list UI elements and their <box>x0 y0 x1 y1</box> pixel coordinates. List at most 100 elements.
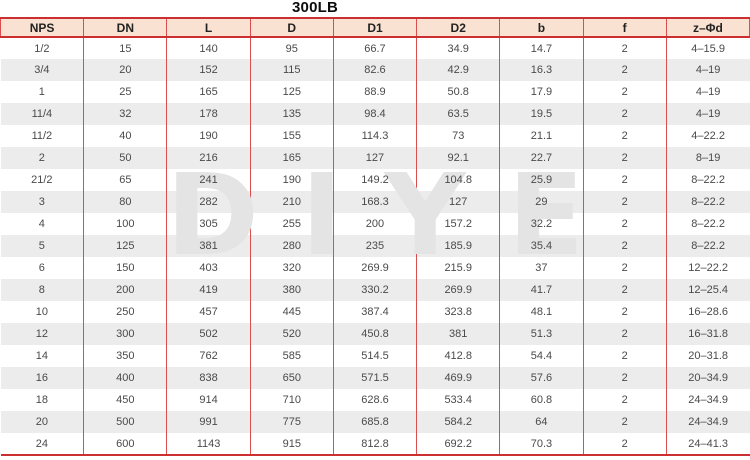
table-cell-value: 4 <box>38 218 45 230</box>
table-cell: 2 <box>582 169 667 191</box>
table-cell: 70.3 <box>499 433 584 456</box>
table-cell-value: 8–22.2 <box>691 218 725 230</box>
table-cell: 114.3 <box>332 125 417 147</box>
table-cell-value: 12–25.4 <box>688 284 728 296</box>
table-cell-value: 2 <box>621 262 628 274</box>
column-header-label: L <box>204 20 213 35</box>
table-cell: 42.9 <box>416 59 500 81</box>
table-cell: 127 <box>416 191 500 213</box>
flange-dimension-table: NPS DN L D D1 D2 b f z–Φd 1/2 15 140 95 66.7 34.9 14.7… <box>0 17 750 456</box>
table-cell: 37 <box>499 257 584 279</box>
table-cell: 2 <box>582 345 667 367</box>
table-cell-value: 40 <box>119 130 132 142</box>
table-cell: 412.8 <box>416 345 500 367</box>
table-cell: 762 <box>166 345 251 367</box>
table-cell: 12 <box>0 323 84 345</box>
table-cell: 403 <box>166 257 251 279</box>
table-cell-value: 51.3 <box>530 328 553 340</box>
table-cell: 63.5 <box>416 103 500 125</box>
table-cell: 4 <box>1 213 84 235</box>
table-row: 21/2 65 241 190 149.2 104.8 25.9 2 8–22.2 <box>1 169 750 191</box>
table-cell-value: 2 <box>621 372 628 384</box>
table-cell-value: 25 <box>119 86 132 98</box>
table-cell: 20–31.8 <box>665 345 750 367</box>
table-cell: 514.5 <box>332 345 417 367</box>
table-cell: 12–22.2 <box>665 257 750 279</box>
table-cell: 255 <box>249 213 334 235</box>
table-cell-value: 514.5 <box>361 350 389 362</box>
table-cell-value: 25.9 <box>530 174 553 186</box>
table-cell-value: 35.4 <box>530 240 553 252</box>
table-cell: 4–19 <box>665 59 750 81</box>
table-cell-value: 178 <box>199 108 218 120</box>
table-cell: 400 <box>83 367 167 389</box>
table-cell-value: 11/4 <box>31 108 53 120</box>
table-cell: 381 <box>166 235 251 257</box>
table-cell-value: 2 <box>621 306 628 318</box>
table-cell-value: 15 <box>119 42 132 55</box>
table-cell-value: 16 <box>35 372 48 384</box>
table-cell: 16.3 <box>499 59 584 81</box>
table-cell: 165 <box>166 81 251 103</box>
table-row: 16 400 838 650 571.5 469.9 57.6 2 20–34.9 <box>0 367 750 389</box>
table-cell: 8–22.2 <box>665 213 750 235</box>
table-cell: 2 <box>582 301 667 323</box>
table-cell: 4–19 <box>665 103 750 125</box>
table-cell-value: 2 <box>621 174 628 186</box>
table-cell: 2 <box>582 433 667 456</box>
table-cell-value: 16.3 <box>530 64 553 76</box>
table-cell-value: 710 <box>282 394 301 406</box>
table-cell-value: 4–15.9 <box>691 42 725 55</box>
table-cell-value: 571.5 <box>361 372 389 384</box>
table-cell: 34.9 <box>416 37 500 59</box>
table-cell-value: 4–19 <box>695 108 721 120</box>
table-cell-value: 34.9 <box>447 42 469 55</box>
table-cell-value: 2 <box>621 416 628 428</box>
table-cell-value: 2 <box>621 284 628 296</box>
table-cell: 16–31.8 <box>665 323 750 345</box>
table-cell: 381 <box>416 323 500 345</box>
table-cell-value: 412.8 <box>444 350 472 362</box>
table-cell-value: 628.6 <box>361 394 389 406</box>
table-cell-value: 1143 <box>196 437 221 450</box>
table-cell-value: 24–41.3 <box>688 437 728 450</box>
table-row: 3/4 20 152 115 82.6 42.9 16.3 2 4–19 <box>0 59 750 81</box>
table-cell: 2 <box>582 81 667 103</box>
table-cell-value: 150 <box>116 262 135 274</box>
column-header-label: z–Φd <box>692 20 723 35</box>
table-cell: 98.4 <box>332 103 417 125</box>
header-row: NPS DN L D D1 D2 b f z–Φd <box>0 17 750 38</box>
table-cell-value: 12 <box>35 328 48 340</box>
table-cell: 125 <box>83 235 167 257</box>
table-cell-value: 2 <box>38 152 45 164</box>
table-cell-value: 29 <box>535 196 548 208</box>
table-cell-value: 2 <box>621 240 628 252</box>
table-cell-value: 8–22.2 <box>691 174 725 186</box>
table-cell: 330.2 <box>332 279 417 301</box>
table-cell-value: 812.8 <box>361 437 389 450</box>
table-cell-value: 6 <box>38 262 45 274</box>
table-cell: 168.3 <box>332 191 417 213</box>
table-cell-value: 775 <box>282 416 301 428</box>
table-row: 11/2 40 190 155 114.3 73 21.1 2 4–22.2 <box>1 125 750 147</box>
table-row: 10 250 457 445 387.4 323.8 48.1 2 16–28.6 <box>1 301 750 323</box>
table-cell-value: 255 <box>282 218 301 230</box>
table-cell: 157.2 <box>416 213 500 235</box>
table-cell: 600 <box>83 433 167 456</box>
table-cell-value: 280 <box>282 240 301 252</box>
table-cell-value: 450 <box>116 394 135 406</box>
table-cell-value: 4–22.2 <box>691 130 725 142</box>
table-cell: 12–25.4 <box>665 279 750 301</box>
table-row: 12 300 502 520 450.8 381 51.3 2 16–31.8 <box>0 323 750 345</box>
table-cell: 20–34.9 <box>665 367 750 389</box>
table-cell-value: 330.2 <box>361 284 389 296</box>
column-header: f <box>582 17 667 38</box>
table-cell-value: 140 <box>199 42 218 55</box>
table-cell-value: 14.7 <box>530 42 553 55</box>
table-row: 5 125 381 280 235 185.9 35.4 2 8–22.2 <box>0 235 750 257</box>
table-cell: 1/2 <box>1 37 84 59</box>
table-cell-value: 125 <box>116 240 135 252</box>
table-cell-value: 502 <box>199 328 218 340</box>
table-cell: 57.6 <box>499 367 584 389</box>
table-cell: 775 <box>249 411 334 433</box>
